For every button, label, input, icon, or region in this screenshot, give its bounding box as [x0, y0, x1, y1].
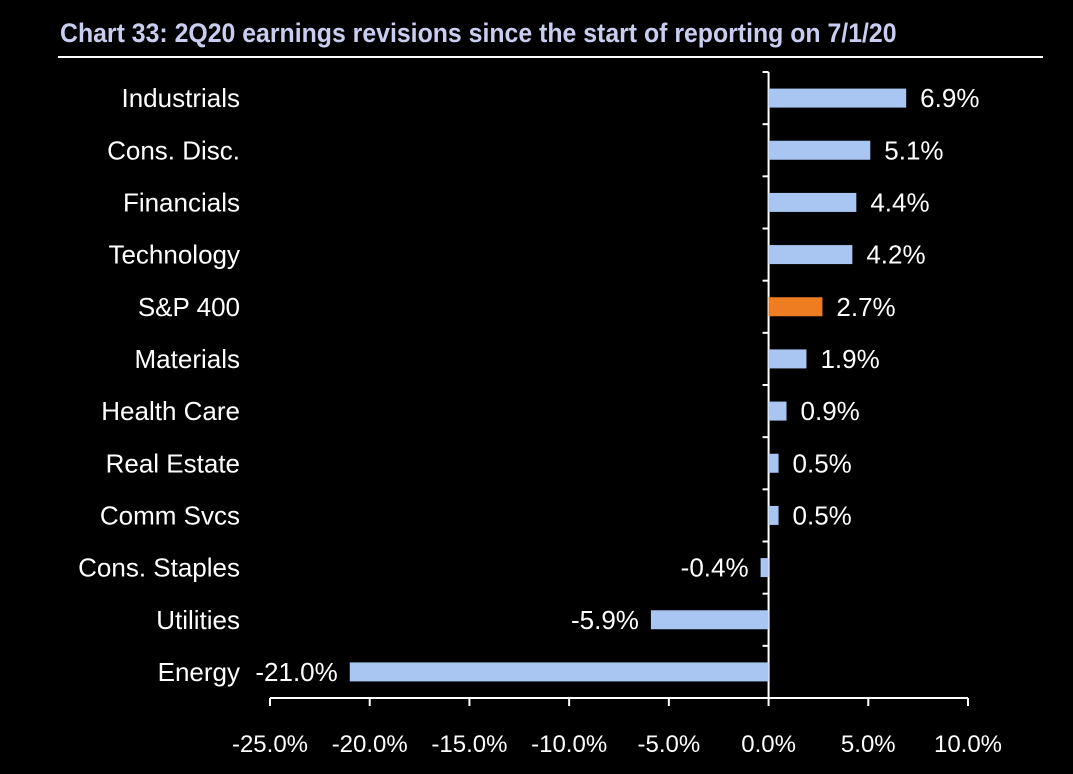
data-label: 4.2% [866, 240, 925, 270]
bar-financials [768, 192, 857, 212]
category-label: Cons. Staples [78, 553, 240, 583]
bar-comm-svcs [768, 505, 779, 525]
bar-health-care [768, 401, 787, 421]
data-label: 2.7% [836, 292, 895, 322]
data-label: -5.9% [571, 605, 639, 635]
category-label: Real Estate [106, 448, 240, 478]
bar-real-estate [768, 453, 779, 473]
bar-cons-disc [768, 140, 871, 160]
data-label: 4.4% [870, 187, 929, 217]
category-label: Cons. Disc. [107, 135, 240, 165]
category-label: Materials [135, 344, 240, 374]
data-label: 0.5% [793, 500, 852, 530]
bar-materials [768, 349, 807, 369]
category-label: Health Care [101, 396, 240, 426]
data-label: -21.0% [255, 657, 337, 687]
title-divider [58, 56, 1043, 58]
data-label: 5.1% [884, 135, 943, 165]
category-label: Utilities [156, 605, 240, 635]
category-label: Energy [158, 657, 240, 687]
data-label: 6.9% [920, 83, 979, 113]
category-label: Technology [108, 240, 240, 270]
x-tick-label: -20.0% [332, 731, 408, 758]
x-tick-label: -5.0% [638, 731, 701, 758]
labels-layer: -25.0% -20.0% -15.0% -10.0% -5.0% 0.0% 5.0% 10.… [78, 83, 1002, 758]
axes-layer [269, 71, 969, 706]
chart-title: Chart 33: 2Q20 earnings revisions since … [60, 18, 897, 48]
bar-industrials [768, 88, 907, 108]
category-label: Comm Svcs [100, 500, 240, 530]
x-tick-label: 0.0% [741, 731, 796, 758]
x-tick-label: -15.0% [431, 731, 507, 758]
category-label: Financials [123, 187, 240, 217]
bar-cons-staples [760, 558, 769, 578]
data-label: 0.9% [801, 396, 860, 426]
x-tick-label: 5.0% [841, 731, 896, 758]
x-tick-label: 10.0% [934, 731, 1002, 758]
bars-layer [349, 88, 907, 682]
x-tick-label: -25.0% [232, 731, 308, 758]
x-tick-label: -10.0% [531, 731, 607, 758]
category-label: Industrials [122, 83, 241, 113]
data-label: 1.9% [820, 344, 879, 374]
bar-utilities [650, 610, 769, 630]
bar-technology [768, 245, 853, 265]
category-label: S&P 400 [138, 292, 240, 322]
data-label: 0.5% [793, 448, 852, 478]
bar-s-p-400 [768, 297, 823, 317]
data-label: -0.4% [681, 553, 749, 583]
bar-energy [349, 662, 769, 682]
